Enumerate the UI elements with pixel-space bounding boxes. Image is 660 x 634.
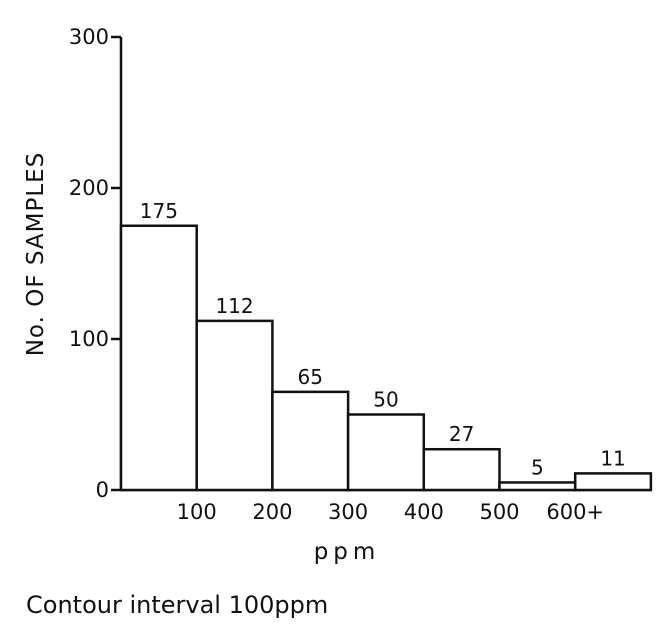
- histogram-bar: [498, 481, 577, 492]
- bar-value-label: 112: [215, 294, 253, 318]
- bar-value-label: 65: [298, 365, 323, 389]
- x-tick-label: 500: [479, 500, 519, 524]
- y-axis-title: No. OF SAMPLES: [23, 152, 49, 357]
- x-axis: 100 200 300 400 500 600+: [121, 488, 651, 524]
- y-tick-label: 0: [96, 478, 109, 502]
- histogram-bar: [195, 319, 274, 492]
- y-tick-label: 300: [69, 25, 109, 49]
- bar-value-label: 5: [531, 455, 544, 479]
- x-tick-label: 200: [252, 500, 292, 524]
- bar-value-label: 27: [449, 422, 474, 446]
- y-tick-label: 200: [69, 176, 109, 200]
- histogram-bar: [271, 390, 350, 492]
- x-tick-label: 400: [404, 500, 444, 524]
- x-tick-label: 600+: [546, 500, 604, 524]
- bar-value-label: 11: [600, 446, 625, 470]
- x-axis-title: ppm: [314, 539, 381, 565]
- y-tick-label: 100: [69, 327, 109, 351]
- bar-value-label: 175: [140, 199, 178, 223]
- bar-value-label: 50: [373, 388, 398, 412]
- bar-value-labels: 175 112 65 50 27 5 11: [140, 199, 626, 480]
- histogram-bar: [346, 413, 426, 492]
- bars: [119, 224, 653, 492]
- histogram-bar: [119, 224, 198, 492]
- chart-caption: Contour interval 100ppm: [26, 591, 328, 619]
- x-tick-label: 100: [177, 500, 217, 524]
- histogram-bar: [573, 472, 653, 492]
- y-axis: 0 100 200 300: [69, 25, 123, 502]
- histogram-bar: [422, 447, 501, 492]
- x-tick-label: 300: [328, 500, 368, 524]
